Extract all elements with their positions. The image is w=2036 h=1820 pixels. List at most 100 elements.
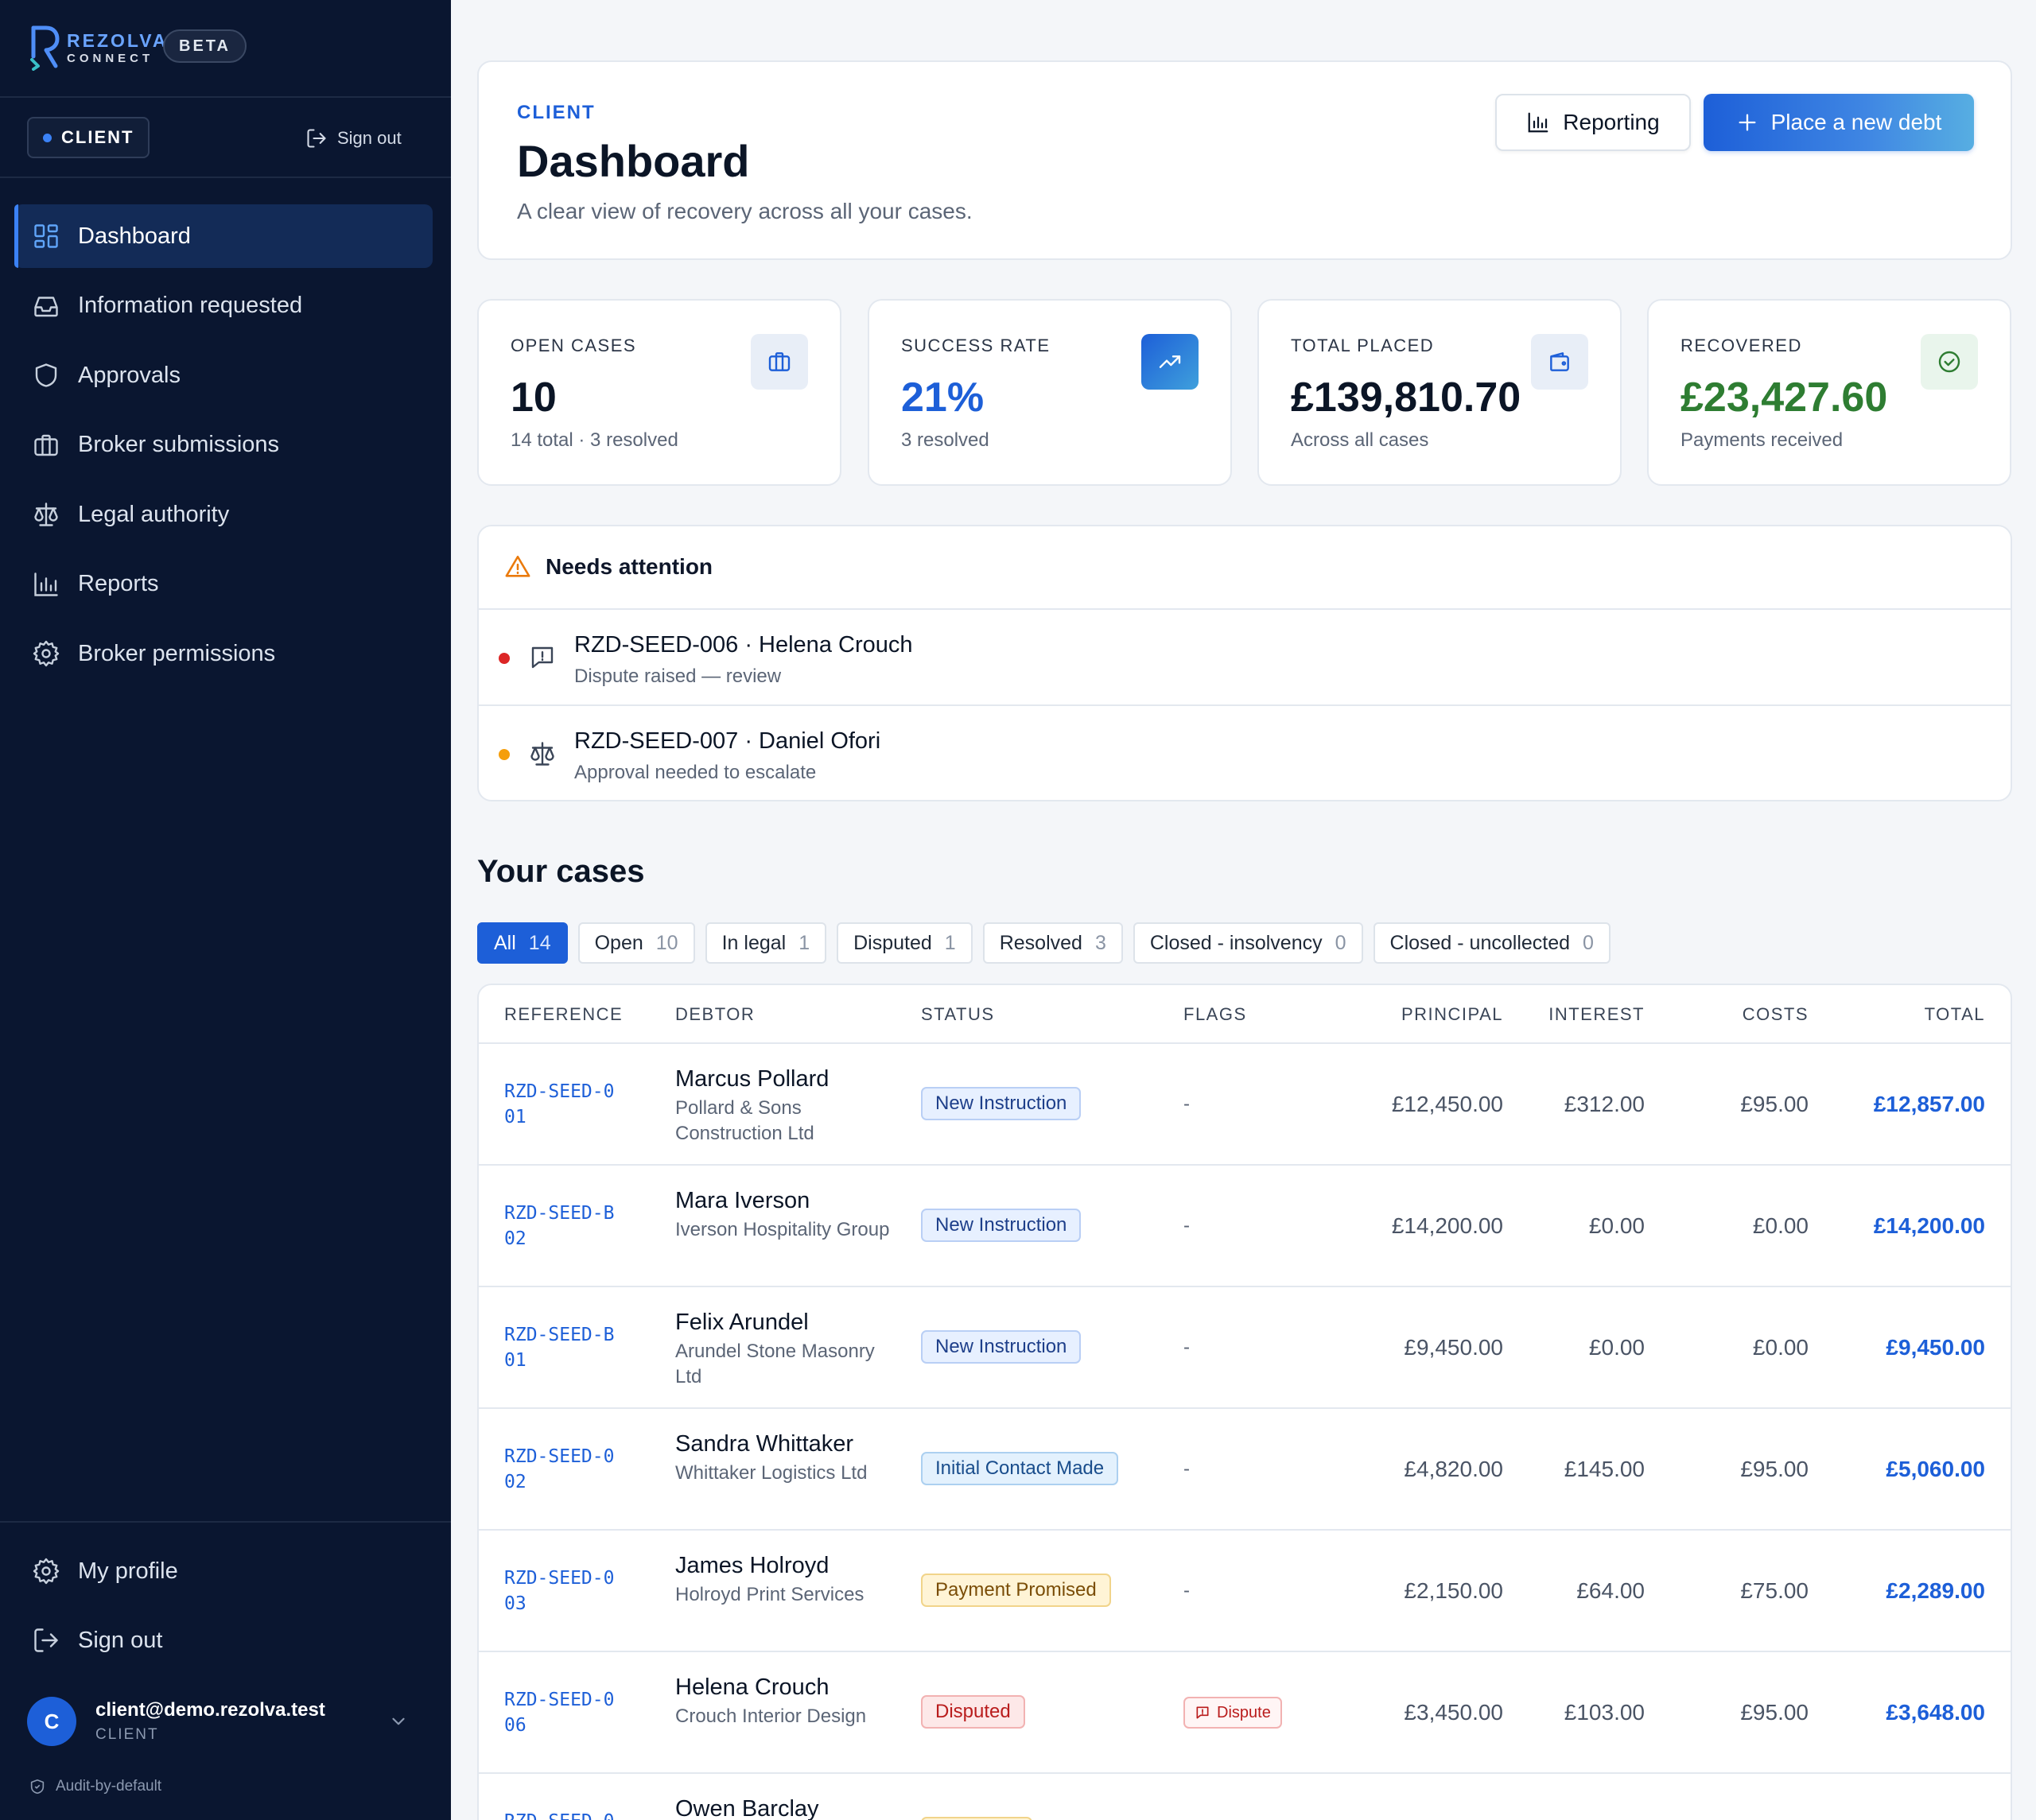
stat-sub: 3 resolved (901, 429, 989, 451)
status-badge: New Instruction (921, 1087, 1082, 1120)
bar-chart-icon (34, 572, 58, 596)
principal-value: £3,450.00 (1404, 1700, 1503, 1725)
column-header-costs[interactable]: COSTS (1742, 1004, 1809, 1024)
attention-item-sub: Approval needed to escalate (574, 762, 817, 783)
brand-name: REZOLVA (67, 29, 169, 51)
place-new-debt-label: Place a new debt (1770, 110, 1942, 134)
filter-chip-in-legal[interactable]: In legal 1 (705, 922, 827, 964)
table-row[interactable]: RZD-SEED-006 Helena Crouch Crouch Interio… (479, 1652, 2011, 1774)
filter-chip-disputed[interactable]: Disputed 1 (837, 922, 973, 964)
nav-item-my-profile[interactable]: My profile (14, 1539, 433, 1603)
avatar: C (27, 1697, 76, 1746)
nav-item-legal-authority[interactable]: Legal authority (14, 483, 433, 546)
table-row[interactable]: RZD-SEED-B02 Mara Iverson Iverson Hospita… (479, 1166, 2011, 1287)
filter-chip-all[interactable]: All 14 (477, 922, 568, 964)
nav-item-information-requested[interactable]: Information requested (14, 274, 433, 338)
filter-count: 14 (528, 931, 551, 954)
flag-value: - (1183, 1093, 1190, 1115)
message-alert-icon (531, 646, 554, 669)
column-header-status[interactable]: STATUS (921, 1004, 995, 1024)
principal-value: £2,150.00 (1404, 1578, 1503, 1603)
page-subtitle: A clear view of recovery across all your… (517, 199, 973, 223)
sidebar-bottom-nav: My profile Sign out (14, 1539, 433, 1678)
shield-icon (35, 363, 57, 387)
column-header-principal[interactable]: PRINCIPAL (1401, 1004, 1503, 1024)
total-value: £9,450.00 (1886, 1335, 1985, 1360)
attention-item[interactable]: RZD-SEED-007 · Daniel Ofori Approval nee… (479, 704, 2011, 801)
case-reference-link[interactable]: RZD-SEED-002 (504, 1446, 615, 1492)
stat-card-total-placed: TOTAL PLACED £139,810.70 Across all case… (1257, 299, 1622, 486)
scales-icon (34, 503, 58, 526)
table-row[interactable]: RZD-SEED-003 James Holroyd Holroyd Print … (479, 1531, 2011, 1652)
filter-count: 1 (944, 931, 956, 954)
case-reference-link[interactable]: RZD-SEED-B01 (504, 1325, 615, 1371)
stat-label: OPEN CASES (511, 336, 637, 355)
debtor-name: Sandra Whittaker (675, 1431, 854, 1457)
user-menu[interactable]: C client@demo.rezolva.test CLIENT (27, 1694, 425, 1749)
case-filter-tabs: All 14 Open 10 In legal 1 Disputed 1 Resolve… (477, 922, 1611, 964)
message-alert-icon (1196, 1706, 1209, 1719)
column-header-interest[interactable]: INTEREST (1548, 1004, 1645, 1024)
nav-item-broker-permissions[interactable]: Broker permissions (14, 622, 433, 685)
debtor-company: Arundel Stone Masonry Ltd (675, 1341, 875, 1387)
table-row[interactable]: RZD-SEED-001 Marcus Pollard Pollard & Son… (479, 1044, 2011, 1166)
needs-attention-title: Needs attention (546, 554, 713, 579)
nav-item-approvals[interactable]: Approvals (14, 343, 433, 407)
stat-icon-box (751, 334, 808, 390)
gear-icon (33, 1558, 60, 1585)
sign-out-icon (307, 129, 326, 148)
reporting-label: Reporting (1563, 110, 1660, 134)
check-circle-icon (1938, 351, 1960, 373)
column-header-reference[interactable]: REFERENCE (504, 1004, 624, 1024)
place-new-debt-button[interactable]: Place a new debt (1704, 94, 1974, 151)
nav-label: Legal authority (78, 501, 230, 527)
filter-count: 1 (798, 931, 810, 954)
filter-chip-closed-insolvency[interactable]: Closed - insolvency 0 (1133, 922, 1363, 964)
filter-count: 10 (655, 931, 678, 954)
user-role: CLIENT (95, 1726, 159, 1743)
scales-icon (530, 742, 554, 766)
nav-item-reports[interactable]: Reports (14, 553, 433, 616)
page-eyebrow: CLIENT (517, 102, 596, 123)
case-reference-link[interactable]: RZD-SEED-001 (504, 1081, 615, 1127)
case-reference-link[interactable]: RZD-SEED-B02 (504, 1203, 615, 1249)
filter-label: Closed - uncollected (1389, 931, 1571, 954)
filter-chip-resolved[interactable]: Resolved 3 (982, 922, 1123, 964)
column-header-flags[interactable]: FLAGS (1183, 1004, 1247, 1024)
flag-value: - (1183, 1337, 1190, 1358)
nav-item-broker-submissions[interactable]: Broker submissions (14, 413, 433, 477)
column-header-total[interactable]: TOTAL (1924, 1004, 1985, 1024)
table-row[interactable]: RZD-SEED-007 Owen Barclay (479, 1774, 2011, 1820)
total-value: £14,200.00 (1873, 1213, 1985, 1238)
column-header-debtor[interactable]: DEBTOR (675, 1004, 756, 1024)
status-dot-icon (499, 749, 510, 760)
brand-logo[interactable]: REZOLVA CONNECT (29, 24, 168, 72)
dispute-flag-badge[interactable]: Dispute (1183, 1697, 1282, 1729)
nav-label: Reports (78, 571, 159, 596)
attention-item[interactable]: RZD-SEED-006 · Helena Crouch Dispute rai… (479, 608, 2011, 704)
role-badge: CLIENT (27, 117, 150, 158)
filter-chip-open[interactable]: Open 10 (577, 922, 695, 964)
debtor-name: Owen Barclay (675, 1796, 819, 1820)
nav-item-dashboard[interactable]: Dashboard (14, 204, 433, 268)
principal-value: £4,820.00 (1404, 1457, 1503, 1481)
briefcase-icon (34, 434, 58, 456)
reporting-button[interactable]: Reporting (1495, 94, 1691, 151)
filter-chip-closed-uncollected[interactable]: Closed - uncollected 0 (1373, 922, 1611, 964)
table-row[interactable]: RZD-SEED-002 Sandra Whittaker Whittaker L… (479, 1409, 2011, 1531)
nav-item-sign-out[interactable]: Sign out (14, 1609, 433, 1672)
case-reference-link[interactable]: RZD-SEED-007 (504, 1809, 616, 1820)
sign-out-link-top[interactable]: Sign out (305, 121, 402, 156)
audit-label: Audit-by-default (56, 1778, 162, 1795)
debtor-company: Whittaker Logistics Ltd (675, 1462, 868, 1484)
sidebar-divider (0, 177, 451, 178)
status-badge: New Instruction (921, 1209, 1082, 1242)
cases-section-title: Your cases (477, 854, 645, 889)
status-dot-icon (499, 653, 510, 664)
costs-value: £95.00 (1740, 1700, 1809, 1725)
case-reference-link[interactable]: RZD-SEED-006 (504, 1690, 615, 1736)
filter-label: Open (594, 931, 643, 954)
table-row[interactable]: RZD-SEED-B01 Felix Arundel Arundel Stone … (479, 1287, 2011, 1409)
case-reference-link[interactable]: RZD-SEED-003 (504, 1568, 615, 1614)
stat-sub: Across all cases (1291, 429, 1429, 451)
